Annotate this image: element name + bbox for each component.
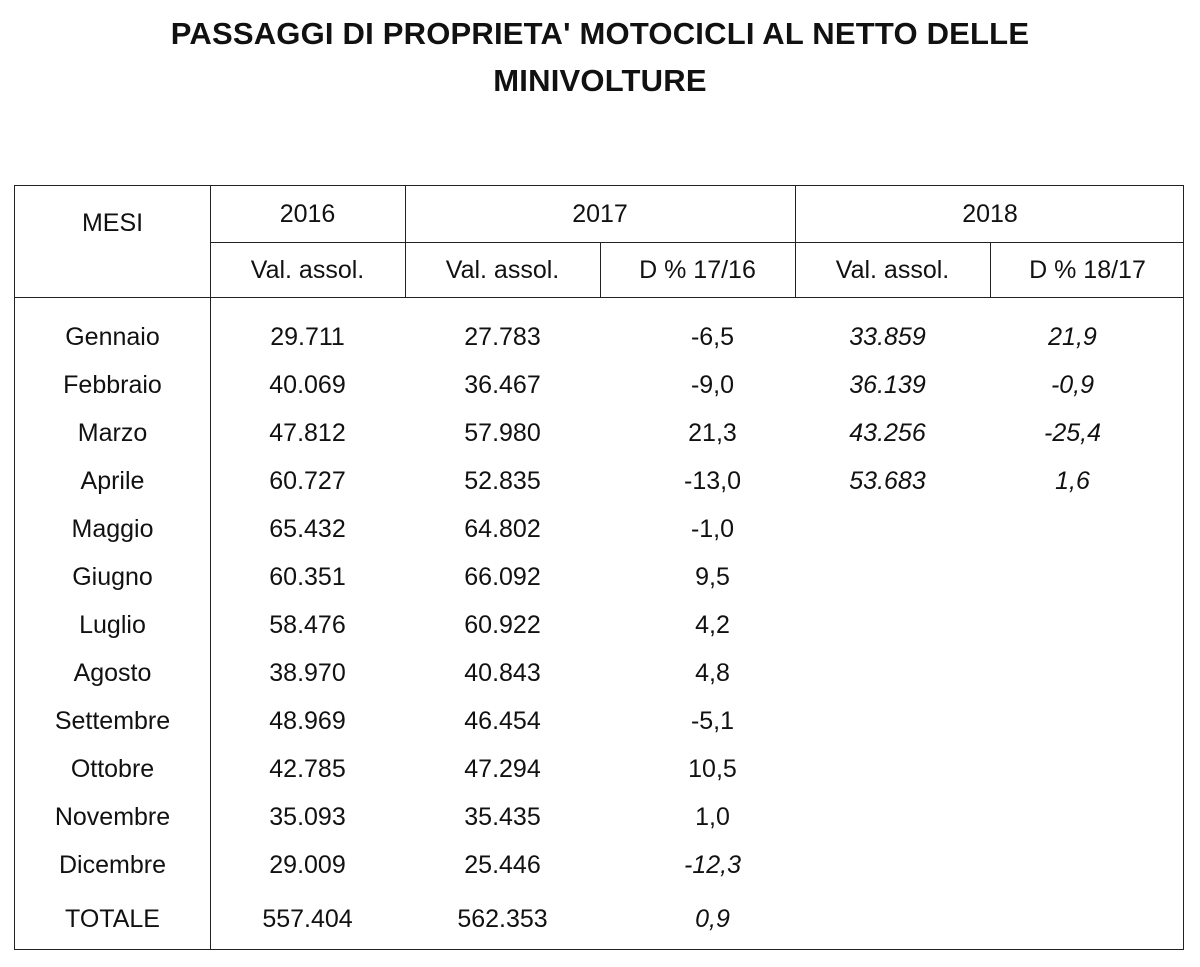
table-row-v2018: 36.139: [849, 371, 926, 399]
table-row-v2016: 35.093: [269, 803, 346, 831]
table-row-v2016: 65.432: [269, 515, 346, 543]
table-row-v2018: 33.859: [849, 323, 926, 351]
table-row-d1716: -1,0: [690, 515, 735, 543]
header-sub-val-2018: Val. assol.: [835, 256, 950, 284]
table-row-d1716: -5,1: [690, 707, 735, 735]
title-line-2: MINIVOLTURE: [493, 63, 707, 98]
table-row-v2016: 40.069: [269, 371, 346, 399]
header-sub-d-1817: D % 18/17: [1029, 256, 1146, 284]
grid-line: [210, 242, 1183, 243]
table-row-v2016: 48.969: [269, 707, 346, 735]
table-row-mese: Gennaio: [65, 323, 160, 351]
table-row-d1817: 1,6: [1055, 467, 1090, 495]
total-row-v2016: 557.404: [262, 905, 353, 933]
table-row-v2017: 66.092: [464, 563, 541, 591]
table-row-mese: Novembre: [54, 803, 171, 831]
table-row-v2018: 43.256: [849, 419, 926, 447]
table-row-v2016: 38.970: [269, 659, 346, 687]
table-row-d1716: 1,0: [695, 803, 730, 831]
table-row-v2017: 25.446: [464, 851, 541, 879]
table-row-v2016: 60.727: [269, 467, 346, 495]
header-year-2016: 2016: [279, 200, 336, 228]
header-sub-val-2017: Val. assol.: [445, 256, 560, 284]
total-row-v2017: 562.353: [457, 905, 548, 933]
total-row-d1716: 0,9: [695, 905, 730, 933]
table-row-v2017: 40.843: [464, 659, 541, 687]
table-row-mese: Febbraio: [63, 371, 162, 399]
table-row-v2017: 60.922: [464, 611, 541, 639]
table-row-mese: Agosto: [73, 659, 152, 687]
table-row-v2017: 27.783: [464, 323, 541, 351]
table-row-d1716: -9,0: [690, 371, 735, 399]
table-row-d1716: 10,5: [688, 755, 737, 783]
table-row-mese: Dicembre: [59, 851, 166, 879]
table-row-v2016: 29.711: [270, 323, 345, 351]
table-row-d1817: -25,4: [1044, 419, 1101, 447]
table-row-d1716: 4,8: [695, 659, 730, 687]
table-row-v2017: 47.294: [464, 755, 541, 783]
grid-line: [990, 242, 991, 298]
grid-line: [210, 186, 211, 949]
title-line-1: PASSAGGI DI PROPRIETA' MOTOCICLI AL NETT…: [170, 16, 1030, 51]
table-row-d1817: -0,9: [1050, 371, 1095, 399]
data-table: MESI 2016 2017 2018 Val. assol. Val. ass…: [14, 185, 1184, 950]
table-row-v2017: 35.435: [464, 803, 541, 831]
table-row-v2016: 42.785: [269, 755, 346, 783]
header-year-2018: 2018: [962, 200, 1018, 228]
header-year-2017: 2017: [572, 200, 628, 228]
table-row-mese: Aprile: [80, 467, 145, 495]
table-row-mese: Luglio: [79, 611, 146, 639]
header-mesi: MESI: [81, 209, 144, 237]
table-row-v2016: 47.812: [269, 419, 346, 447]
table-row-v2017: 52.835: [464, 467, 541, 495]
table-row-mese: Maggio: [71, 515, 154, 543]
table-row-d1716: -13,0: [684, 467, 741, 495]
table-row-mese: Giugno: [72, 563, 153, 591]
grid-line: [600, 242, 601, 298]
table-row-d1817: 21,9: [1048, 323, 1097, 351]
document-title: PASSAGGI DI PROPRIETA' MOTOCICLI AL NETT…: [0, 10, 1200, 104]
table-row-v2017: 36.467: [464, 371, 541, 399]
table-row-v2016: 29.009: [269, 851, 346, 879]
table-row-v2018: 53.683: [849, 467, 926, 495]
table-row-mese: Ottobre: [70, 755, 155, 783]
table-row-mese: Settembre: [54, 707, 171, 735]
table-row-d1716: 21,3: [688, 419, 737, 447]
table-row-v2016: 58.476: [269, 611, 346, 639]
table-row-d1716: -12,3: [684, 851, 741, 879]
table-row-v2017: 64.802: [464, 515, 541, 543]
table-row-v2016: 60.351: [269, 563, 346, 591]
table-row-v2017: 57.980: [464, 419, 541, 447]
grid-line: [15, 297, 1183, 298]
table-row-mese: Marzo: [77, 419, 148, 447]
header-sub-val-2016: Val. assol.: [250, 256, 365, 284]
header-sub-d-1716: D % 17/16: [639, 256, 756, 284]
total-row-mese: TOTALE: [65, 905, 160, 933]
table-row-d1716: 9,5: [695, 563, 730, 591]
table-row-d1716: -6,5: [690, 323, 735, 351]
table-row-d1716: 4,2: [695, 611, 730, 639]
table-row-v2017: 46.454: [464, 707, 541, 735]
